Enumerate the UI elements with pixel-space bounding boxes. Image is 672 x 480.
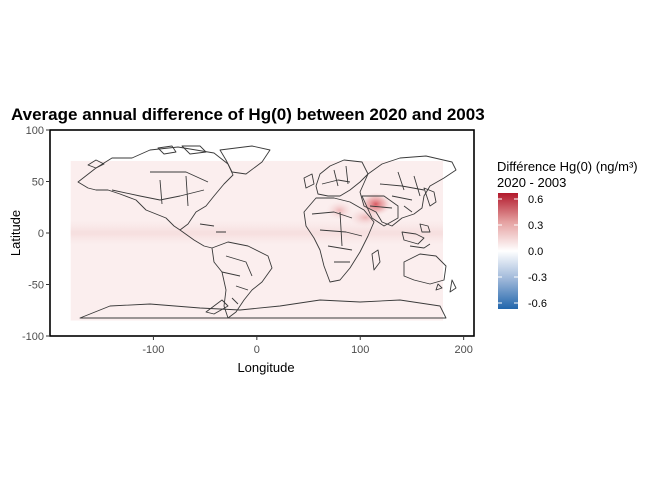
legend-tick-label: 0.6 — [528, 194, 543, 206]
y-tick-label: 0 — [38, 228, 44, 240]
legend-title-line1: Différence Hg(0) (ng/m³) — [497, 159, 638, 174]
x-axis: -100 0 100 200 — [142, 336, 473, 356]
legend-tick-label: 0.3 — [528, 220, 543, 232]
legend-tick-label: 0.0 — [528, 246, 543, 258]
legend-tick-label: -0.3 — [528, 272, 547, 284]
india-warm-area — [325, 200, 354, 221]
y-tick-label: 50 — [32, 177, 44, 189]
y-axis-title: Latitude — [8, 210, 23, 256]
legend-ticks: 0.6 0.3 0.0 -0.3 -0.6 — [498, 194, 547, 310]
y-tick-label: -100 — [22, 331, 44, 343]
east-china-hotspot — [359, 192, 392, 217]
legend: Différence Hg(0) (ng/m³) 2020 - 2003 0.6… — [497, 159, 638, 310]
chart-title: Average annual difference of Hg(0) betwe… — [11, 105, 485, 124]
x-tick-label: 200 — [454, 344, 472, 356]
legend-tick-label: -0.6 — [528, 298, 547, 310]
legend-colorbar — [498, 193, 518, 309]
plot-panel — [70, 145, 457, 321]
y-axis: -100 -50 0 50 100 — [22, 125, 50, 343]
x-tick-label: 0 — [254, 344, 260, 356]
legend-title-line2: 2020 - 2003 — [497, 175, 566, 190]
y-tick-label: -50 — [28, 280, 44, 292]
country-borders — [77, 145, 457, 319]
x-axis-title: Longitude — [237, 360, 294, 375]
equatorial-band — [70, 220, 443, 246]
y-tick-label: 100 — [26, 125, 44, 137]
x-tick-label: 100 — [351, 344, 369, 356]
x-tick-label: -100 — [142, 344, 164, 356]
